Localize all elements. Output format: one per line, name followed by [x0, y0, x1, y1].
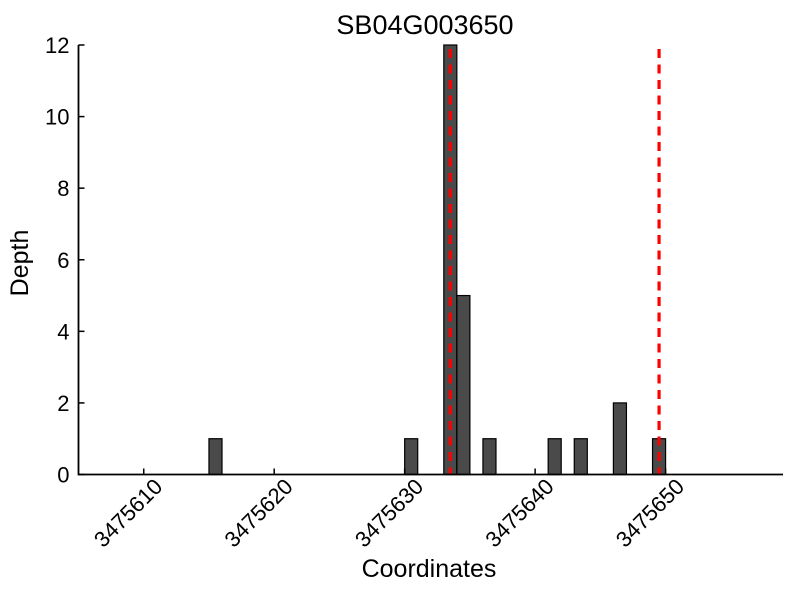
axis-spines	[77, 45, 783, 476]
y-tick-label: 8	[57, 176, 69, 201]
x-tick-label: 3475630	[350, 474, 428, 552]
y-tick-label: 4	[57, 319, 69, 344]
histogram-bar	[482, 438, 497, 476]
histogram-bar	[208, 438, 223, 476]
ticks-layer	[78, 44, 667, 476]
y-tick-label: 10	[45, 105, 69, 130]
histogram-bar	[612, 402, 628, 476]
y-tick-label: 6	[57, 248, 69, 273]
y-tick-label: 12	[45, 33, 69, 58]
histogram-bar	[404, 438, 419, 476]
x-tick-label: 3475610	[89, 474, 167, 552]
x-tick-label: 3475650	[611, 474, 689, 552]
x-axis-label: Coordinates	[362, 555, 497, 583]
histogram-bar	[547, 438, 562, 476]
y-axis-label: Depth	[6, 230, 34, 297]
x-tick-label: 3475620	[219, 474, 297, 552]
y-tick-label: 0	[57, 463, 69, 488]
histogram-bar	[456, 294, 471, 476]
y-tick-label: 2	[57, 391, 69, 416]
axes-layer	[77, 45, 783, 476]
histogram-bar	[573, 438, 588, 476]
x-tick-label: 3475640	[480, 474, 558, 552]
bars-layer	[208, 44, 667, 476]
gene-boundary-lines-layer	[448, 49, 661, 474]
chart-title: SB04G003650	[336, 10, 513, 40]
